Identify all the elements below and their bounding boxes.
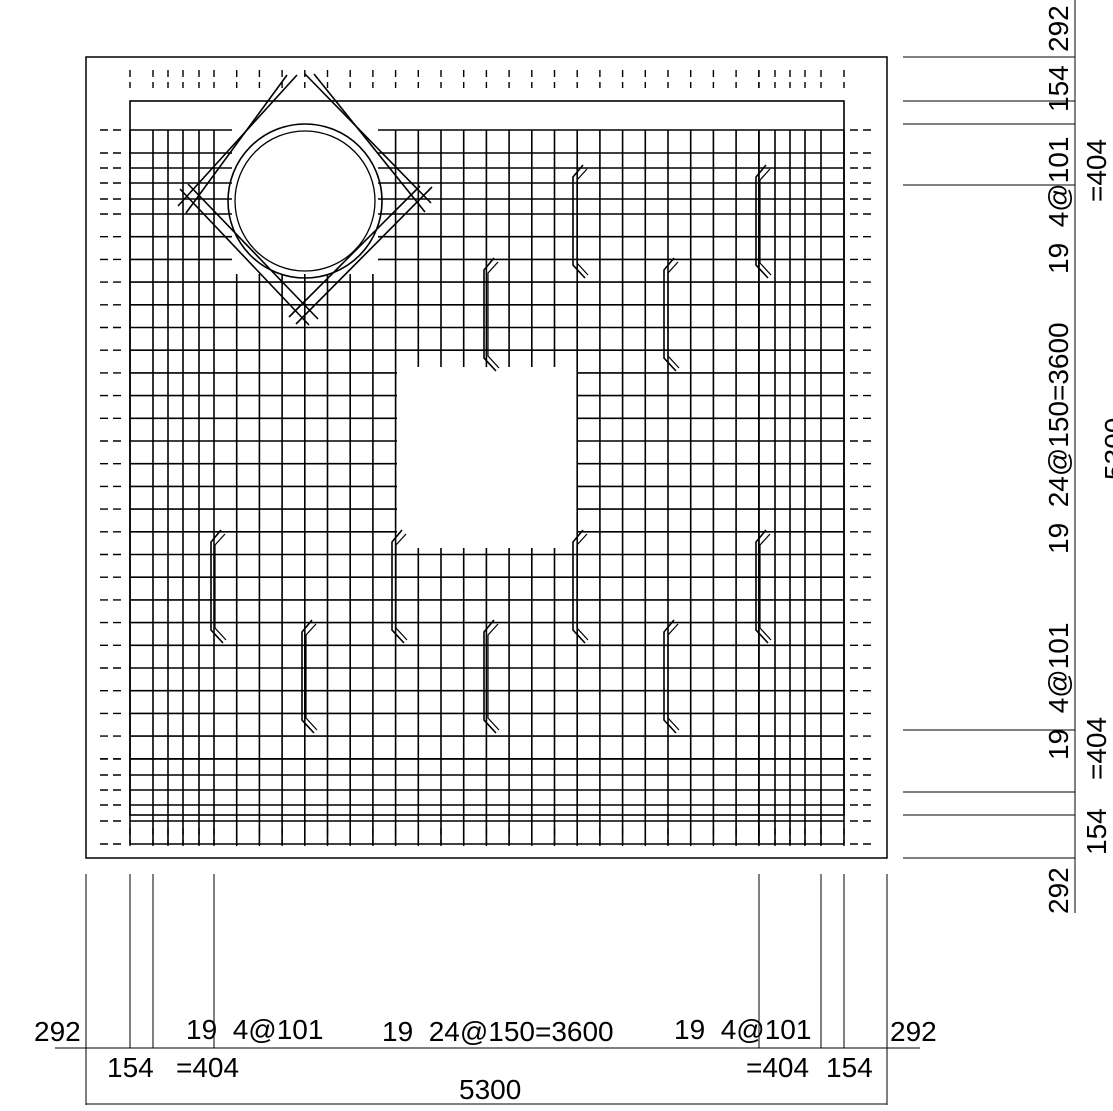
dim-right-bottom-cover: 292 <box>1043 867 1074 914</box>
dim-right-top-total: =404 <box>1081 139 1112 202</box>
cranked-bar <box>487 623 500 731</box>
rebar-end-dashes <box>100 70 874 846</box>
slab-outline <box>85 56 888 859</box>
cranked-bar <box>663 257 677 372</box>
dim-bottom-left-edge: 154 <box>107 1052 154 1083</box>
cranked-bar <box>210 529 224 644</box>
dim-bottom-right-group: 19 4@101 <box>674 1014 811 1045</box>
cranked-bar <box>483 257 497 372</box>
cranked-bar <box>755 529 769 644</box>
dim-bottom-overall: 5300 <box>459 1074 521 1105</box>
cranked-bar <box>667 261 680 369</box>
cranked-bar <box>483 619 497 734</box>
cranked-bar <box>214 533 227 641</box>
opening-inner-circle <box>234 130 376 272</box>
right-dimension-labels: 292 154 19 4@101 =404 19 24@150=3600 530… <box>1043 5 1113 914</box>
dim-right-bottom-total: =404 <box>1081 717 1112 780</box>
cranked-bar <box>391 529 405 644</box>
dim-right-overall: 5300 <box>1099 418 1113 480</box>
cranked-bar <box>576 168 589 276</box>
cranked-bar <box>487 261 500 369</box>
dim-right-top-edge: 154 <box>1043 65 1074 112</box>
opening-outer-circle <box>227 123 383 279</box>
opening-trim-bars <box>177 73 433 326</box>
cranked-bar <box>667 623 680 731</box>
dim-right-bottom-group: 19 4@101 <box>1043 623 1074 760</box>
bottom-dimension-labels: 292 19 4@101 19 24@150=3600 19 4@101 292… <box>34 1014 937 1105</box>
bottom-dimension-lines <box>55 874 920 1105</box>
dim-bottom-left-cover: 292 <box>34 1016 81 1047</box>
cranked-bar <box>755 164 769 279</box>
cranked-bar <box>663 619 677 734</box>
cranked-bar <box>759 533 772 641</box>
cranked-bar <box>759 168 772 276</box>
cranked-bars <box>210 164 772 734</box>
dim-bottom-right-total: =404 <box>746 1052 809 1083</box>
right-dimension-lines <box>903 0 1076 913</box>
cranked-bar <box>572 529 586 644</box>
cranked-bar <box>301 619 315 734</box>
cranked-bar <box>576 533 589 641</box>
dim-right-bottom-edge: 154 <box>1081 808 1112 855</box>
dim-bottom-left-group: 19 4@101 <box>186 1014 323 1045</box>
dim-bottom-right-edge: 154 <box>826 1052 873 1083</box>
dim-right-top-cover: 292 <box>1043 5 1074 52</box>
cranked-bar <box>395 533 408 641</box>
dim-bottom-left-total: =404 <box>176 1052 239 1083</box>
circular-opening <box>227 123 383 279</box>
dim-bottom-middle-group: 19 24@150=3600 <box>382 1016 614 1047</box>
dim-right-middle-group: 19 24@150=3600 <box>1043 322 1074 554</box>
dim-bottom-right-cover: 292 <box>890 1016 937 1047</box>
cranked-bar <box>572 164 586 279</box>
dim-right-top-group: 19 4@101 <box>1043 137 1074 274</box>
cranked-bar <box>305 623 318 731</box>
